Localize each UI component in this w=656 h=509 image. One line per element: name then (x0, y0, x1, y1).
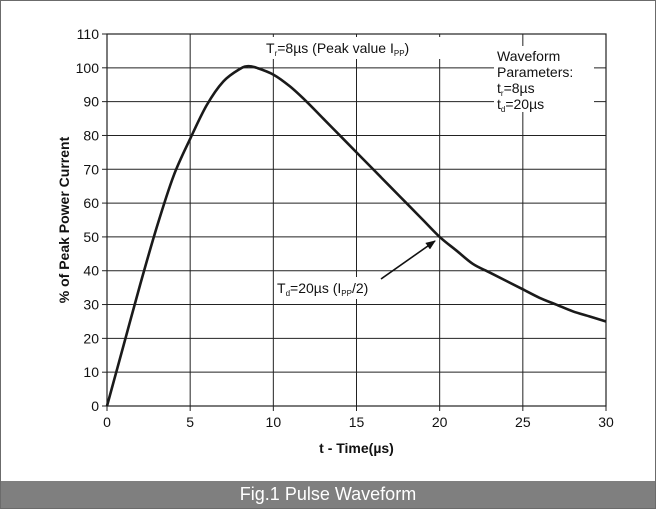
parameters-title-1: Waveform (497, 48, 560, 64)
x-tick-label: 30 (598, 414, 614, 430)
waveform-curve (105, 64, 607, 407)
figure-caption: Fig.1 Pulse Waveform (1, 481, 655, 508)
y-tick-label: 80 (83, 127, 99, 143)
peak-annotation-bg (263, 37, 445, 59)
y-tick-label: 40 (83, 263, 99, 279)
y-axis-label: % of Peak Power Current (56, 136, 72, 303)
axis-layer: 0 5 10 15 20 25 30 0 10 20 30 40 50 60 70 80 90 100 110 t -… (56, 26, 614, 456)
plot-border (106, 33, 607, 407)
y-tick-label: 50 (83, 229, 99, 245)
x-tick-label: 0 (103, 414, 111, 430)
y-tick-label: 0 (91, 398, 99, 414)
y-tick-label: 90 (83, 94, 99, 110)
x-axis-label: t - Time(µs) (319, 440, 394, 456)
y-tick-label: 100 (76, 60, 100, 76)
parameter-td: td=20µs (497, 96, 544, 114)
parameter-tr: tr=8µs (497, 80, 535, 98)
peak-annotation: Tr=8µs (Peak value IPP) (263, 37, 445, 59)
y-tick-label: 30 (83, 297, 99, 313)
half-annotation-bg (274, 277, 400, 299)
peak-annotation-text: Tr=8µs (Peak value IPP) (266, 40, 409, 58)
y-tick-label: 110 (77, 26, 100, 42)
y-tick-label: 10 (83, 364, 99, 380)
series-layer (105, 64, 607, 407)
x-tick-label: 20 (432, 414, 448, 430)
half-annotation-text: Td=20µs (IPP/2) (277, 280, 368, 298)
y-tick-label: 20 (83, 330, 99, 346)
y-tick-label: 60 (83, 195, 99, 211)
x-tick-label: 25 (515, 414, 531, 430)
parameters-title-2: Parameters: (497, 64, 573, 80)
parameters-box: Waveform Parameters: tr=8µs td=20µs (494, 46, 594, 114)
x-tick-label: 10 (266, 414, 282, 430)
y-tick-label: 70 (83, 161, 99, 177)
half-annotation: Td=20µs (IPP/2) (274, 240, 436, 299)
half-annotation-arrow (380, 240, 436, 280)
pulse-waveform-chart: 0 5 10 15 20 25 30 0 10 20 30 40 50 60 70 80 90 100 110 t -… (56, 26, 614, 456)
parameters-box-bg (494, 46, 594, 112)
x-tick-label: 5 (186, 414, 194, 430)
x-tick-label: 15 (349, 414, 365, 430)
